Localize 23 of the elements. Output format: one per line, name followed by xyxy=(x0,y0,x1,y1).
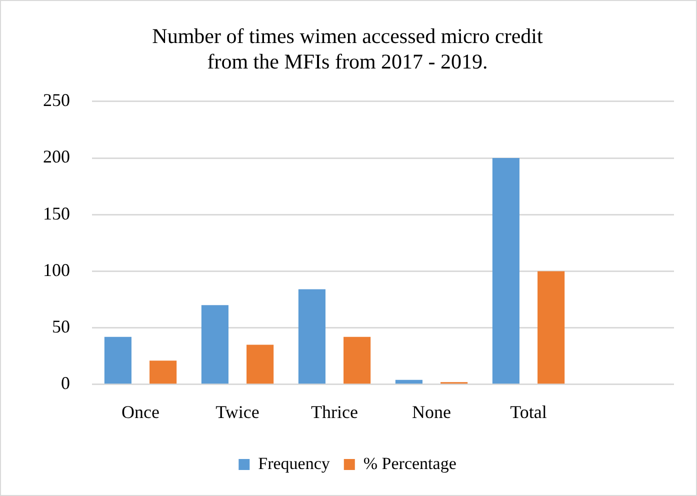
bar xyxy=(104,336,132,384)
legend-label: % Percentage xyxy=(363,454,456,473)
y-tick-label: 0 xyxy=(61,373,70,394)
bar xyxy=(246,344,274,384)
bar xyxy=(344,336,371,384)
x-tick-label: Once xyxy=(122,402,160,422)
y-tick-label: 150 xyxy=(43,203,70,224)
x-tick-label: Thrice xyxy=(311,402,358,422)
x-tick-label: Total xyxy=(510,402,547,422)
chart-title: Number of times wimen accessed micro credit from the MFIs from 2017 - 2019. xyxy=(152,24,544,74)
y-tick-label: 250 xyxy=(43,90,70,110)
x-tick-label: None xyxy=(412,402,451,422)
legend-label: Frequency xyxy=(258,454,330,473)
bar xyxy=(538,271,565,384)
y-tick-label: 200 xyxy=(43,146,70,167)
y-tick-label: 100 xyxy=(43,260,70,280)
bar xyxy=(492,158,520,384)
bar xyxy=(150,360,177,384)
x-tick-label: Twice xyxy=(216,402,260,422)
bar xyxy=(298,289,326,384)
bar xyxy=(201,305,228,384)
bar xyxy=(395,380,422,384)
y-tick-label: 50 xyxy=(52,316,70,337)
